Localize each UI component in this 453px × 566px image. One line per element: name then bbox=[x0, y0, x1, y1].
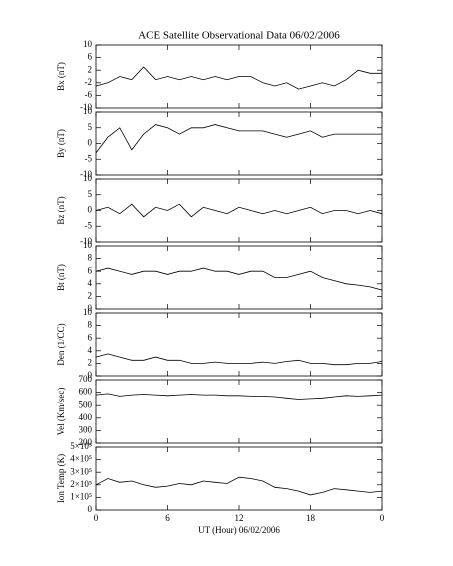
x-tick-label: 18 bbox=[306, 513, 316, 523]
y-tick-label: 0 bbox=[88, 303, 93, 313]
y-tick-label: 0 bbox=[88, 205, 93, 215]
x-tick-label: 0 bbox=[380, 513, 385, 523]
x-tick-label: 6 bbox=[165, 513, 170, 523]
y-tick-label: 5×10⁵ bbox=[70, 441, 92, 451]
x-axis-label: UT (Hour) 06/02/2006 bbox=[198, 525, 280, 535]
y-tick-label: 10 bbox=[83, 173, 93, 183]
y-axis-label: Den (1/CC) bbox=[56, 323, 66, 365]
y-tick-label: 200 bbox=[79, 437, 93, 447]
y-tick-label: 6 bbox=[88, 332, 93, 342]
panel-frame bbox=[95, 111, 383, 176]
y-tick-label: -6 bbox=[85, 89, 93, 99]
y-tick-label: 4 bbox=[88, 345, 93, 355]
y-tick-label: 10 bbox=[83, 240, 93, 250]
y-tick-label: 400 bbox=[79, 412, 93, 422]
chart-title: ACE Satellite Observational Data 06/02/2… bbox=[138, 30, 340, 42]
y-tick-label: -5 bbox=[85, 153, 93, 163]
y-tick-label: 5 bbox=[88, 122, 93, 132]
y-tick-label: 0 bbox=[88, 370, 93, 380]
y-tick-label: 2×10⁵ bbox=[70, 479, 92, 489]
y-tick-label: 300 bbox=[79, 424, 93, 434]
y-tick-label: 3×10⁵ bbox=[70, 466, 92, 476]
y-tick-label: -10 bbox=[80, 169, 92, 179]
y-tick-label: 2 bbox=[88, 64, 93, 74]
y-axis-label: By (nT) bbox=[56, 129, 66, 158]
x-tick-label: 0 bbox=[94, 513, 99, 523]
y-tick-label: 4×10⁵ bbox=[70, 454, 92, 464]
data-line bbox=[95, 476, 383, 496]
y-axis-label: Bt (nT) bbox=[56, 264, 66, 291]
y-tick-label: 8 bbox=[88, 320, 93, 330]
panel-frame bbox=[95, 446, 383, 511]
y-tick-label: -10 bbox=[80, 102, 92, 112]
panel-frame bbox=[95, 312, 383, 377]
data-line bbox=[95, 66, 382, 90]
y-tick-label: 10 bbox=[83, 307, 93, 317]
data-line bbox=[95, 124, 382, 154]
y-axis-label: Ion Temp (K) bbox=[56, 454, 66, 503]
y-tick-label: 0 bbox=[88, 138, 93, 148]
y-tick-label: 10 bbox=[83, 39, 93, 49]
y-tick-label: 500 bbox=[79, 399, 93, 409]
y-tick-label: 0 bbox=[88, 504, 93, 514]
x-tick-label: 12 bbox=[235, 513, 244, 523]
y-tick-label: 2 bbox=[88, 357, 93, 367]
data-line bbox=[95, 393, 383, 400]
y-axis-label: Bx (nT) bbox=[56, 62, 66, 91]
y-tick-label: -5 bbox=[85, 220, 93, 230]
y-axis-label: Vel (Km/sec) bbox=[56, 388, 66, 436]
y-tick-label: 1×10⁵ bbox=[70, 491, 92, 501]
y-tick-label: 600 bbox=[79, 387, 93, 397]
data-line bbox=[95, 353, 383, 366]
panel-frame bbox=[95, 379, 383, 444]
y-tick-label: 6 bbox=[88, 52, 93, 62]
y-tick-label: 8 bbox=[88, 253, 93, 263]
panel-frame bbox=[95, 245, 383, 310]
data-line bbox=[95, 267, 383, 291]
y-tick-label: 700 bbox=[79, 374, 93, 384]
y-tick-label: 10 bbox=[83, 106, 93, 116]
y-tick-label: -10 bbox=[80, 236, 92, 246]
y-axis-label: Bz (nT) bbox=[56, 196, 66, 224]
y-tick-label: -2 bbox=[85, 77, 93, 87]
y-tick-label: 6 bbox=[88, 265, 93, 275]
data-line bbox=[95, 203, 383, 218]
y-tick-label: 5 bbox=[88, 189, 93, 199]
y-tick-label: 2 bbox=[88, 290, 93, 300]
y-tick-label: 4 bbox=[88, 278, 93, 288]
